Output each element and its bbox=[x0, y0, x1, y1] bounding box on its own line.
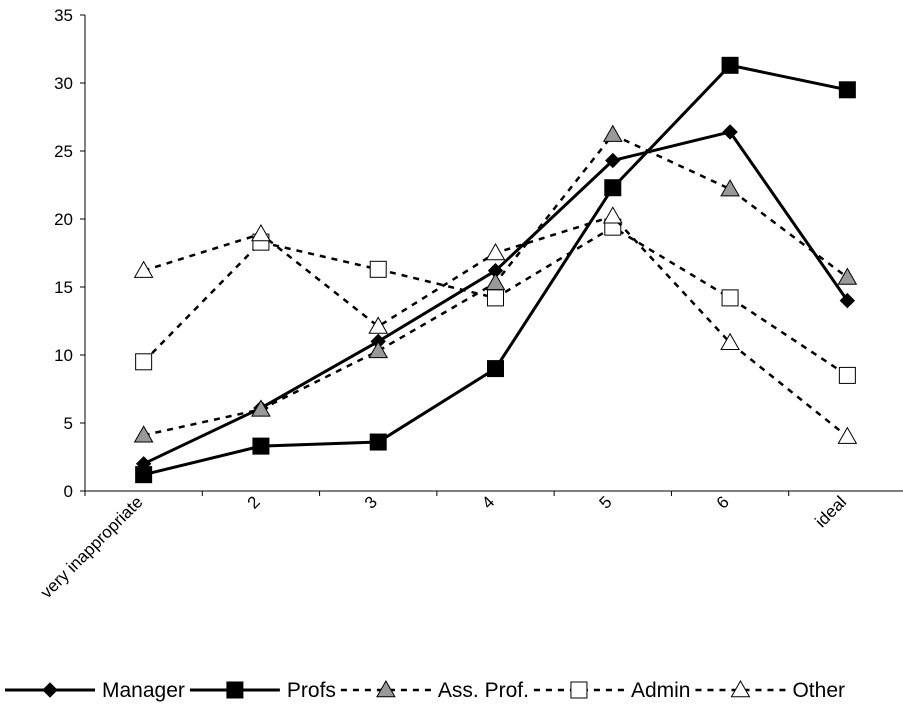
legend-item-profs: Profs bbox=[189, 679, 336, 702]
legend-item-other: Other bbox=[695, 679, 845, 702]
data-point-profs bbox=[838, 81, 856, 99]
x-tick-label: 6 bbox=[713, 492, 733, 512]
data-point-ass-prof bbox=[133, 425, 154, 443]
chart-series bbox=[133, 56, 858, 484]
data-point-admin bbox=[369, 260, 387, 278]
legend-marker-profs bbox=[226, 681, 244, 699]
data-point-profs bbox=[487, 360, 504, 378]
legend-item-manager: Manager bbox=[5, 679, 185, 702]
legend-label-profs: Profs bbox=[287, 679, 336, 702]
series-ass-prof bbox=[133, 124, 858, 443]
y-tick-label: 35 bbox=[54, 6, 73, 25]
x-tick-label: 2 bbox=[244, 492, 264, 512]
legend-label-other: Other bbox=[792, 679, 845, 702]
data-point-ass-prof bbox=[720, 179, 740, 197]
data-point-profs bbox=[721, 56, 739, 74]
data-point-ass-prof bbox=[368, 340, 389, 359]
data-point-profs bbox=[604, 179, 622, 197]
data-point-manager bbox=[722, 124, 738, 140]
chart-legend: Manager Profs Ass. Prof. Admin Other bbox=[5, 679, 845, 702]
series-other bbox=[133, 206, 858, 444]
data-point-profs bbox=[135, 466, 153, 484]
legend-label-ass-prof: Ass. Prof. bbox=[438, 679, 529, 702]
y-tick-label: 0 bbox=[64, 482, 73, 501]
data-point-ass-prof bbox=[485, 272, 506, 291]
legend-item-admin: Admin bbox=[533, 679, 691, 702]
y-tick-label: 10 bbox=[54, 346, 73, 365]
data-point-other bbox=[837, 426, 858, 444]
data-point-profs bbox=[369, 433, 387, 451]
x-tick-label: 4 bbox=[478, 492, 498, 512]
data-point-profs bbox=[252, 437, 270, 455]
data-point-manager bbox=[839, 292, 856, 309]
legend-item-ass-prof: Ass. Prof. bbox=[340, 679, 529, 702]
series-profs bbox=[135, 56, 856, 484]
data-point-other bbox=[485, 242, 506, 261]
data-point-manager bbox=[605, 152, 621, 169]
legend-marker-admin bbox=[570, 681, 588, 699]
data-point-admin bbox=[135, 353, 153, 371]
y-tick-label: 30 bbox=[54, 74, 73, 93]
data-point-admin bbox=[838, 366, 856, 384]
y-tick-label: 25 bbox=[54, 142, 73, 161]
x-tick-label: very inappropriate bbox=[37, 492, 147, 602]
x-tick-label: 3 bbox=[361, 492, 381, 512]
series-admin bbox=[135, 218, 856, 384]
legend-label-admin: Admin bbox=[631, 679, 691, 702]
data-point-other bbox=[251, 223, 271, 242]
data-point-ass-prof bbox=[837, 267, 858, 285]
data-point-ass-prof bbox=[602, 124, 623, 142]
legend-marker-other bbox=[730, 679, 751, 698]
data-point-other bbox=[368, 316, 389, 334]
legend-marker-manager bbox=[42, 682, 58, 698]
data-point-other bbox=[133, 260, 154, 278]
x-tick-label: 5 bbox=[595, 492, 615, 512]
data-point-other bbox=[720, 332, 740, 351]
y-tick-label: 5 bbox=[64, 414, 73, 433]
y-tick-label: 15 bbox=[54, 278, 73, 297]
x-tick-label: ideal bbox=[811, 492, 850, 531]
legend-marker-ass-prof bbox=[376, 679, 396, 698]
data-point-admin bbox=[721, 289, 739, 307]
data-point-other bbox=[602, 206, 623, 224]
chart-axes: 0 5 10 15 20 25 30 35 very inappropriate 2 3 4 5 6 ide… bbox=[37, 6, 903, 602]
legend-label-manager: Manager bbox=[102, 679, 185, 702]
data-point-admin bbox=[487, 289, 504, 307]
data-point-ass-prof bbox=[251, 399, 271, 417]
y-tick-label: 20 bbox=[54, 210, 73, 229]
